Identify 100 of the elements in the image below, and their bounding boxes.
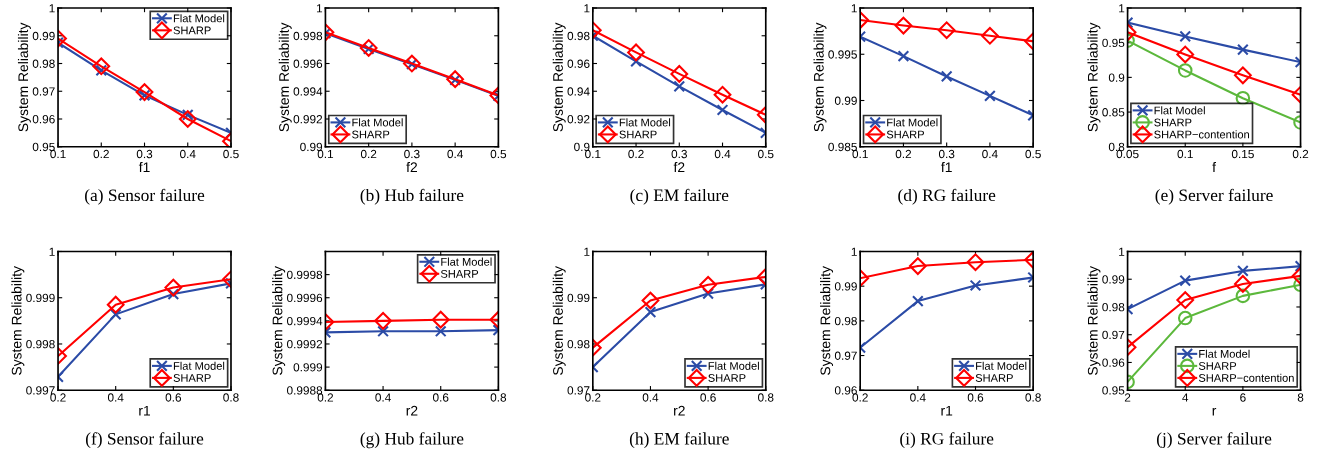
y-tick-label: 0.97 (834, 351, 857, 360)
y-tick-label: 0.992 (293, 115, 323, 124)
y-axis-title: System Reliability (552, 266, 566, 376)
y-tick-label: 0.85 (1102, 108, 1125, 117)
text: (a) Sensor failure (85, 188, 205, 205)
x-tick-label: 0.5 (758, 149, 774, 159)
x-tick-label: 0.5 (1025, 149, 1041, 159)
x-tick-label: 2 (1124, 393, 1131, 402)
x-tick-label: 0.2 (93, 149, 109, 159)
legend-label: Flat Model (173, 361, 225, 370)
x-axis-title: f2 (406, 161, 417, 172)
legend-label: Flat Model (619, 118, 671, 127)
x-tick-label: 0.2 (1292, 149, 1309, 159)
y-tick-label: 0.95 (1102, 386, 1125, 395)
y-tick-label: 0.98 (567, 31, 590, 41)
y-tick-label: 0.9988 (287, 386, 323, 395)
y-tick-label: 0.9996 (287, 293, 323, 303)
legend-label: Flat Model (708, 361, 759, 370)
point (897, 50, 910, 63)
y-tick-label: 0.96 (32, 115, 55, 124)
y-tick-label: 1 (49, 247, 55, 256)
text: (f) Sensor failure (85, 432, 204, 449)
y-tick-label: 0.95 (1102, 38, 1125, 48)
x-tick-label: 0.3 (404, 149, 420, 159)
point (135, 83, 154, 101)
legend-label: Flat Model (173, 14, 225, 23)
y-axis-title: System Reliability (278, 22, 292, 132)
y-tick-label: 0.99 (567, 293, 590, 303)
legend-label: Flat Model (1154, 106, 1205, 115)
x-tick-label: 0.6 (165, 393, 182, 402)
legend-label: SHARP−contention (1198, 373, 1294, 382)
y-tick-label: 0.9992 (287, 340, 323, 349)
legend-label: SHARP (352, 130, 390, 139)
legend-label: SHARP (886, 130, 924, 139)
y-tick-label: 0.997 (26, 386, 55, 395)
legend-label: Flat Model (352, 118, 403, 127)
y-tick-label: 1 (49, 4, 55, 13)
x-tick-label: 0.3 (671, 149, 687, 159)
x-tick-label: 0.2 (895, 149, 912, 159)
y-axis-title: System Reliability (552, 22, 566, 132)
y-tick-label: 0.98 (32, 59, 55, 68)
x-tick-label: 0.4 (982, 149, 998, 159)
legend-label: SHARP (619, 130, 657, 139)
x-tick-label: 0.4 (107, 393, 124, 402)
y-tick-label: 1 (1119, 4, 1125, 13)
x-tick-label: 0.2 (852, 393, 868, 402)
y-axis-title: System Reliability (17, 22, 31, 132)
y-axis-title: System Reliability (272, 266, 286, 376)
y-tick-label: 0.9 (1108, 73, 1125, 82)
x-tick-label: 0.6 (432, 393, 449, 402)
text: (c) EM failure (630, 188, 729, 205)
legend-label: Flat Model (441, 257, 492, 266)
x-axis-title: r (1212, 407, 1217, 416)
x-tick-label: 0.4 (180, 149, 196, 159)
y-tick-label: 1 (584, 247, 590, 256)
legend-label: Flat Model (976, 361, 1027, 370)
x-axis-title: r2 (406, 405, 418, 416)
x-tick-label: 0.1 (1177, 149, 1193, 159)
x-tick-label: 0.8 (1025, 393, 1041, 402)
y-tick-label: 0.995 (828, 50, 857, 59)
y-tick-label: 0.97 (32, 87, 55, 96)
x-tick-label: 0.5 (490, 149, 507, 159)
point (670, 65, 689, 83)
text: (d) RG failure (898, 188, 996, 205)
y-tick-label: 0.999 (293, 363, 323, 372)
legend-label: SHARP (1198, 362, 1237, 370)
y-axis-title: System Reliability (820, 266, 834, 376)
point (713, 85, 732, 104)
y-tick-label: 0.99 (834, 282, 857, 291)
y-tick-label: 0.96 (1102, 358, 1125, 367)
y-tick-label: 0.9998 (287, 270, 323, 279)
y-tick-label: 0.96 (834, 386, 857, 395)
x-tick-label: 0.4 (375, 393, 391, 402)
y-tick-label: 1 (851, 4, 857, 13)
y-tick-label: 0.96 (567, 59, 590, 68)
x-tick-label: 6 (1240, 393, 1246, 402)
text: (h) EM failure (629, 432, 729, 449)
x-tick-label: 8 (1297, 393, 1304, 402)
legend-label: SHARP (440, 269, 479, 278)
y-tick-label: 0.97 (1102, 330, 1125, 340)
legend-label: SHARP (975, 374, 1013, 382)
x-tick-label: 0.2 (360, 149, 377, 159)
y-tick-label: 1 (584, 4, 590, 13)
text: (e) Server failure (1155, 188, 1273, 205)
point (627, 43, 645, 62)
y-tick-label: 0.94 (567, 87, 590, 96)
x-axis-title: f (1212, 161, 1217, 172)
text: (i) RG failure (900, 432, 994, 449)
x-tick-label: 0.3 (136, 149, 153, 159)
x-tick-label: 4 (1182, 393, 1189, 402)
x-tick-label: 0.2 (628, 149, 644, 159)
point (894, 16, 913, 35)
legend-label: SHARP (173, 26, 211, 35)
legend-label: SHARP (708, 374, 746, 382)
x-tick-label: 0.3 (938, 149, 955, 159)
x-tick-label: 0.5 (223, 149, 239, 159)
x-tick-label: 0.4 (714, 149, 731, 159)
y-axis-title: System Reliability (1087, 22, 1101, 132)
y-tick-label: 1 (851, 247, 857, 256)
y-tick-label: 0.9994 (287, 316, 323, 326)
